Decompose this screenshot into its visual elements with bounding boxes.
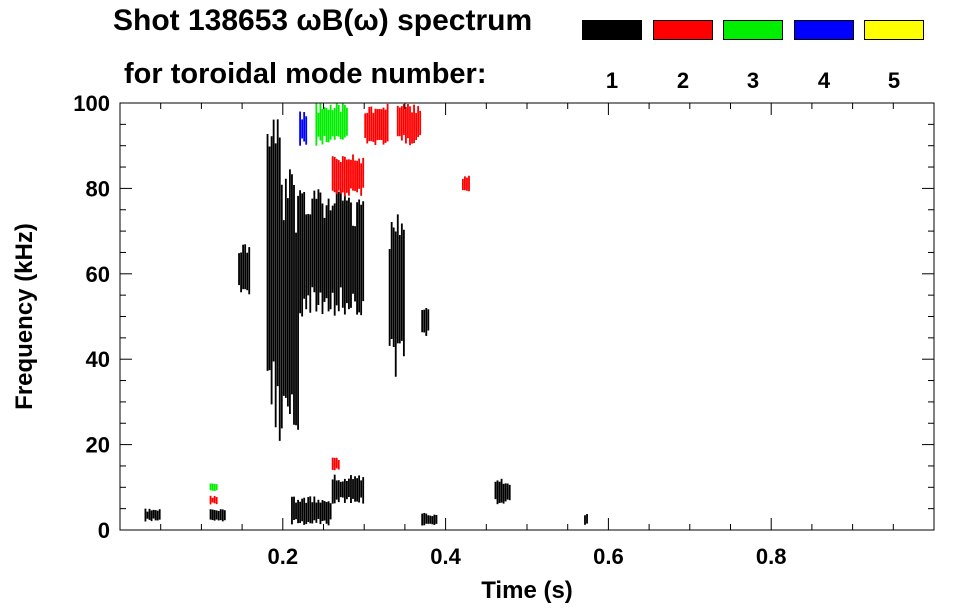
- x-axis-label: Time (s): [481, 577, 573, 604]
- mode-2-region-6: [331, 457, 340, 471]
- legend-label-mode-5: 5: [887, 68, 901, 93]
- mode-1-region-8: [291, 496, 332, 526]
- x-tick-labels: 0.2 0.4 0.6 0.8: [268, 544, 787, 569]
- mode-1-region-5: [282, 169, 299, 430]
- legend-label-mode-2: 2: [676, 68, 690, 93]
- y-tick-label: 40: [86, 347, 110, 372]
- x-tick-label: 0.2: [268, 544, 299, 569]
- legend-swatch-mode-3: [723, 20, 783, 40]
- axis-ticks: [120, 102, 934, 531]
- x-tick-label: 0.8: [756, 544, 787, 569]
- chart-title: Shot 138653 ωB(ω) spectrum: [113, 4, 533, 37]
- mode-3-region-1: [315, 103, 348, 146]
- mode-1-region-4: [266, 119, 283, 441]
- x-tick-label: 0.6: [593, 544, 624, 569]
- y-tick-label: 20: [86, 433, 110, 458]
- mode-2-region-4: [396, 103, 422, 146]
- mode-2-region-5: [461, 175, 470, 192]
- mode-1-region-11: [421, 307, 430, 336]
- y-tick-label: 0: [98, 518, 110, 543]
- mode-3-region-2: [209, 483, 218, 492]
- mode-2-region-1: [209, 495, 218, 505]
- legend-swatch-mode-5: [864, 20, 924, 40]
- mode-1-region-13: [494, 478, 511, 505]
- mode-1-region-7: [348, 197, 365, 316]
- y-tick-labels: 0 20 40 60 80 100: [73, 91, 110, 543]
- mode-1-region-2: [209, 509, 226, 522]
- mode-1-region-10: [388, 214, 405, 377]
- legend-label-mode-3: 3: [746, 68, 760, 93]
- mode-1-region-3: [238, 244, 251, 295]
- legend-swatch-mode-4: [794, 20, 854, 40]
- chart-subtitle: for toroidal mode number:: [124, 58, 487, 90]
- legend-label-mode-1: 1: [605, 68, 619, 93]
- mode-4-region-1: [299, 111, 308, 146]
- mode-1-region-6: [299, 189, 348, 317]
- mode-1-region-1: [144, 508, 161, 522]
- y-axis-label: Frequency (kHz): [11, 223, 38, 410]
- mode-1-region-12: [421, 512, 438, 526]
- y-tick-label: 60: [86, 262, 110, 287]
- legend-label-mode-4: 4: [817, 68, 831, 93]
- mode-2-region-3: [364, 103, 389, 146]
- legend-swatch-mode-2: [653, 20, 713, 40]
- spectrum-regions: [144, 103, 588, 526]
- mode-1-region-9: [331, 474, 365, 504]
- mode-2-region-2: [331, 154, 365, 197]
- y-tick-label: 100: [73, 91, 110, 116]
- mode-1-region-14: [584, 514, 588, 525]
- plot-frame: [119, 102, 935, 531]
- legend-swatch-mode-1: [582, 20, 642, 40]
- x-tick-label: 0.4: [430, 544, 461, 569]
- y-tick-label: 80: [86, 176, 110, 201]
